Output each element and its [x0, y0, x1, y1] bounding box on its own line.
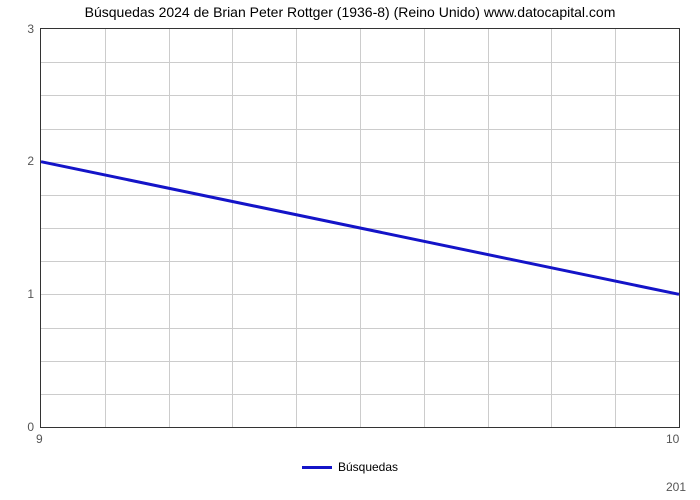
- legend: Búsquedas: [0, 460, 700, 474]
- legend-swatch: [302, 466, 332, 469]
- ytick-1: 1: [0, 287, 34, 301]
- legend-label: Búsquedas: [338, 460, 398, 474]
- ytick-0: 0: [0, 420, 34, 434]
- chart-title: Búsquedas 2024 de Brian Peter Rottger (1…: [0, 4, 700, 20]
- ytick-3: 3: [0, 22, 34, 36]
- series-line: [41, 29, 679, 427]
- plot-area: [40, 28, 680, 428]
- sublabel: 201: [666, 480, 686, 494]
- chart-container: Búsquedas 2024 de Brian Peter Rottger (1…: [0, 0, 700, 500]
- xtick-right: 10: [666, 432, 679, 446]
- xtick-left: 9: [36, 432, 43, 446]
- ytick-2: 2: [0, 154, 34, 168]
